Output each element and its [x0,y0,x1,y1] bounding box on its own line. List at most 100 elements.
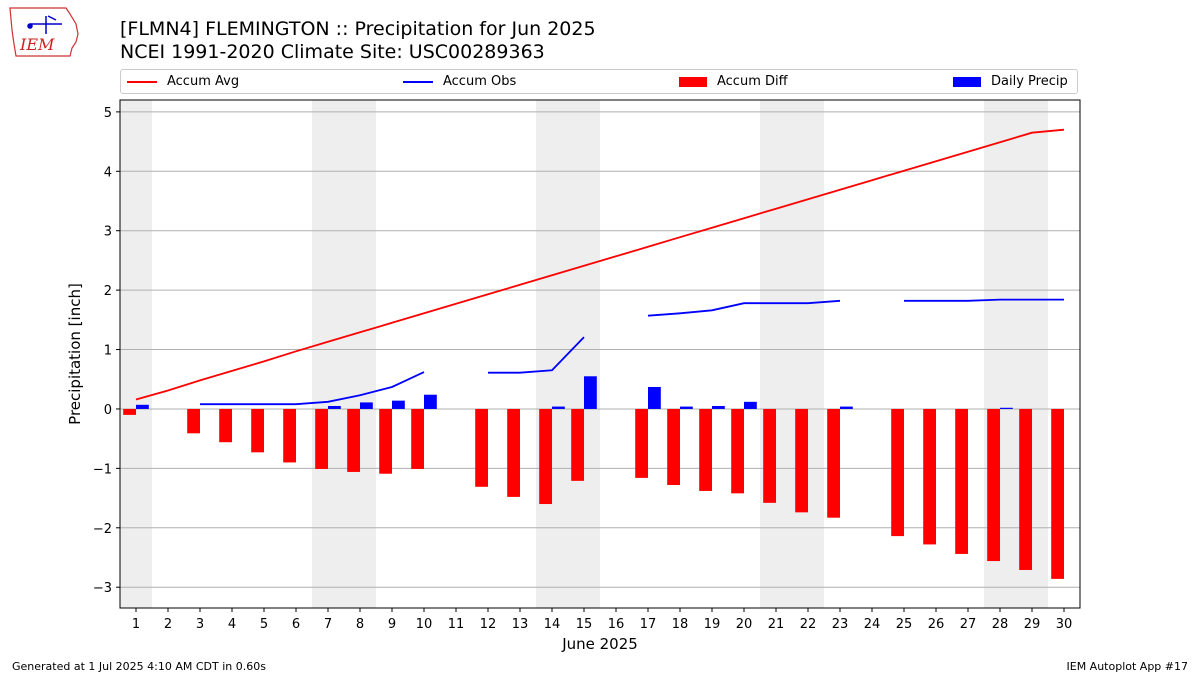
accum-diff-bar [347,408,360,472]
daily-precip-bar [328,405,341,409]
accum-diff-bar [955,408,968,554]
accum-diff-bar [315,408,328,469]
x-tick-label: 5 [260,617,268,632]
x-tick-label: 12 [480,617,497,632]
accum-obs-line [904,298,1064,302]
x-tick-label: 23 [832,617,849,632]
grid-lines [120,111,1080,588]
x-tick-label: 20 [736,617,753,632]
y-tick-label: 5 [104,106,112,121]
footer-generated-note: Generated at 1 Jul 2025 4:10 AM CDT in 0… [12,660,266,673]
accum-obs-line [647,299,841,317]
logo-text: IEM [19,35,55,54]
y-tick-label: 2 [104,284,112,299]
daily-precip-bar [712,405,725,409]
x-tick-label: 14 [544,617,561,632]
weekend-shading [120,100,1048,608]
daily-precip-bar [1000,407,1013,409]
accum-diff-bar [219,408,232,443]
accum-obs-line [488,336,585,374]
accum-diff-bar [411,408,424,469]
accum-diff-bar [827,408,840,518]
x-tick-label: 9 [388,617,396,632]
x-tick-label: 26 [928,617,945,632]
daily-precip-bar [552,406,565,409]
x-tick-label: 18 [672,617,689,632]
y-tick-label: −1 [93,462,112,477]
x-tick-label: 4 [228,617,236,632]
accum-diff-bar [187,408,200,434]
legend-item-accum-avg: Accum Avg [127,70,239,93]
x-tick-label: 3 [196,617,204,632]
x-tick-label: 27 [960,617,977,632]
daily-precip-bar [360,402,373,409]
legend-item-accum-obs: Accum Obs [403,70,516,93]
x-tick-label: 29 [1024,617,1041,632]
x-tick-label: 24 [864,617,881,632]
x-tick-label: 7 [324,617,332,632]
accum-diff-bar [379,408,392,474]
legend-label-daily-precip: Daily Precip [991,74,1068,89]
accum-diff-bar [667,408,680,486]
x-tick-label: 25 [896,617,913,632]
weekend-shade [760,100,824,608]
y-tick-label: 3 [104,225,112,240]
x-tick-label: 11 [448,617,465,632]
legend-swatch-accum-avg [127,80,157,83]
legend-label-accum-diff: Accum Diff [717,74,788,89]
legend-label-accum-avg: Accum Avg [167,74,240,89]
accum-diff-bar [1051,408,1064,579]
accum-diff-bar [1019,408,1032,570]
accum-diff-bar [987,408,1000,562]
lines [135,128,1065,406]
legend-swatch-accum-obs [403,80,433,83]
x-tick-label: 2 [164,617,172,632]
x-tick-label: 1 [132,617,140,632]
x-tick-label: 22 [800,617,817,632]
weekend-shade [312,100,376,608]
y-axis-label: Precipitation [inch] [66,283,84,425]
legend-item-daily-precip: Daily Precip [953,70,1068,93]
bars [123,376,1064,579]
daily-precip-bar [680,406,693,409]
y-tick-label: 0 [104,403,112,418]
x-tick-label: 28 [992,617,1009,632]
daily-precip-bar [744,401,757,409]
accum-diff-bar [635,408,648,478]
accum-diff-bar [507,408,520,497]
x-axis-label: June 2025 [561,635,638,653]
x-tick-label: 15 [576,617,593,632]
x-tick-label: 8 [356,617,364,632]
chart-subtitle: NCEI 1991-2020 Climate Site: USC00289363 [120,41,545,63]
x-tick-label: 21 [768,617,785,632]
daily-precip-bar [584,376,597,409]
x-tick-label: 13 [512,617,529,632]
x-tick-label: 6 [292,617,300,632]
x-tick-label: 19 [704,617,721,632]
accum-diff-bar [571,408,584,481]
iowa-state-outline [9,7,79,57]
daily-precip-bar [424,394,437,409]
accum-diff-bar [123,408,136,415]
y-tick-label: −3 [93,581,112,596]
weather-station-icon [27,15,62,34]
plot-frame [119,99,1081,609]
y-tick-label: 1 [104,344,112,359]
accum-diff-bar [891,408,904,537]
y-tick-label: −2 [93,522,112,537]
legend-label-accum-obs: Accum Obs [443,74,517,89]
legend-item-accum-diff: Accum Diff [679,70,788,93]
y-tick-label: 4 [104,165,112,180]
daily-precip-bar [840,406,853,409]
daily-precip-bar [136,404,149,409]
daily-precip-bar [392,400,405,409]
x-tick-label: 17 [640,617,657,632]
accum-diff-bar [251,408,264,453]
x-tick-label: 30 [1056,617,1073,632]
x-tick-label: 16 [608,617,625,632]
iem-logo: IEM [9,7,79,57]
accum-diff-bar [923,408,936,545]
accum-obs-line [200,371,425,406]
